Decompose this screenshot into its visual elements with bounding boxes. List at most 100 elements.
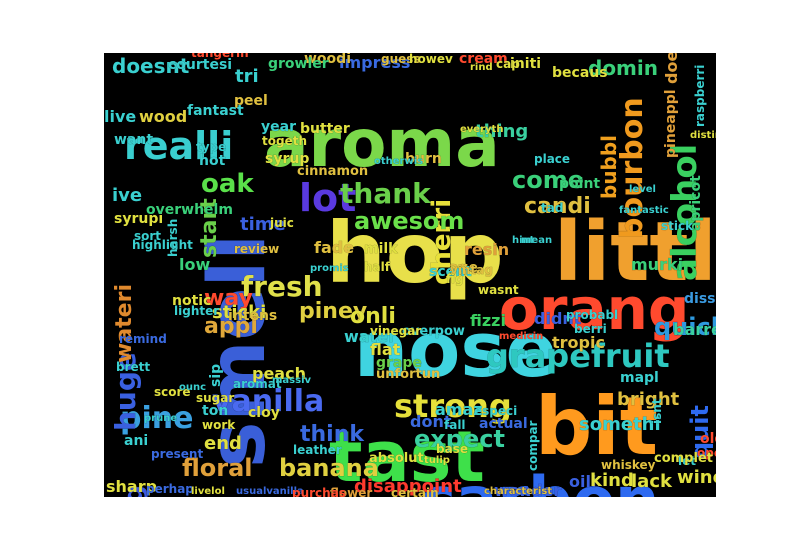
word-open: open: [697, 446, 716, 460]
word-start: start: [197, 198, 222, 258]
word-carbon: carbon: [419, 463, 659, 497]
word-oak: oak: [201, 169, 254, 199]
word-wonder: wonder: [494, 481, 561, 497]
word-overpow: overpow: [402, 324, 465, 339]
word-brett: brett: [116, 360, 150, 374]
word-wine: wine: [677, 467, 716, 488]
word-cap: cap: [496, 57, 520, 71]
word-fantastic: fantastic: [619, 205, 669, 216]
word-huge: huge: [109, 352, 142, 431]
word-littl: littl: [554, 205, 716, 300]
word-appl: appl: [204, 314, 258, 339]
word-guess: guess: [381, 53, 421, 66]
word-sticki: sticki: [212, 302, 266, 323]
word-thing: thing: [475, 121, 528, 142]
word-perhap: perhap: [146, 482, 194, 496]
word-hop: hop: [326, 204, 504, 302]
word-somethi: somethi: [579, 414, 661, 435]
word-livelol: livelol: [191, 486, 225, 497]
word-characterist: characterist: [484, 486, 552, 497]
word-sugar: sugar: [196, 391, 234, 405]
word-burn: burn: [405, 151, 442, 167]
word-pine: pine: [120, 401, 193, 436]
word-mean: mean: [521, 235, 552, 246]
word-want: want: [114, 132, 153, 148]
word-review: review: [234, 242, 279, 256]
word-mapl: mapl: [620, 370, 659, 386]
word-oili: oili: [569, 472, 596, 491]
word-floral: floral: [182, 454, 253, 482]
word-raspberri: raspberri: [693, 65, 707, 127]
word-milk: milk: [364, 241, 398, 257]
word-type: type: [196, 140, 226, 154]
word-realli: realli: [124, 124, 233, 168]
word-togeth: togeth: [262, 134, 307, 148]
word-promis: promis: [310, 263, 349, 274]
word-didnt: didnt: [534, 309, 582, 328]
word-score: score: [154, 385, 191, 399]
word-fizzi: fizzi: [470, 311, 506, 330]
word-awesom: awesom: [354, 207, 464, 235]
word-fall: fall: [444, 418, 466, 432]
word-peel: peel: [234, 93, 268, 109]
word-let: let: [678, 454, 696, 468]
word-compar: compar: [526, 420, 540, 471]
word-onli: onli: [350, 304, 396, 329]
word-cream: cream: [459, 53, 508, 67]
word-probabl: probabl: [566, 308, 618, 322]
word-rind: rind: [470, 62, 493, 73]
word-quick: quick: [654, 313, 716, 341]
word-distinct: distinct: [690, 130, 716, 141]
word-berri: berri: [574, 322, 607, 336]
word-fantast: fantast: [187, 103, 244, 119]
word-ive: ive: [112, 185, 142, 206]
word-flat: flat: [370, 340, 401, 359]
word-way: way: [204, 286, 253, 311]
word-prune: prune: [144, 413, 177, 424]
word-scent: scent: [429, 264, 472, 280]
word-tulip: tulip: [424, 455, 450, 466]
word-especi: especi: [474, 404, 517, 418]
word-complet: complet: [654, 451, 713, 466]
word-wateri: wateri: [112, 284, 137, 363]
word-orang: orang: [499, 275, 689, 343]
word-year: year: [261, 119, 296, 135]
word-low: low: [179, 255, 210, 274]
word-highlight: highlight: [132, 238, 193, 252]
word-sort: sort: [134, 229, 161, 243]
word-tad: tad: [541, 201, 563, 215]
word-banana: banana: [279, 454, 379, 482]
word-nose: nose: [354, 305, 557, 394]
word-unfortun: unfortun: [376, 367, 440, 382]
word-tri: tri: [235, 66, 259, 87]
word-growler: growler: [268, 56, 329, 72]
word-fig: fig: [446, 272, 463, 286]
word-hot: hot: [199, 153, 226, 169]
word-certain: certain: [391, 486, 439, 497]
word-strong: strong: [394, 387, 512, 425]
word-impress: impress: [339, 53, 410, 72]
word-absolut: absolut: [369, 451, 424, 466]
word-everyth: everyth: [460, 124, 503, 135]
word-point: point: [559, 176, 600, 192]
word-aroma: aroma: [264, 105, 500, 182]
word-pineappl: pineappl: [663, 89, 679, 158]
word-juic: juic: [269, 216, 294, 230]
word-lack: lack: [631, 471, 673, 492]
word-level: level: [629, 184, 656, 195]
word-grapefruit: grapefruit: [486, 337, 670, 375]
word-peach: peach: [252, 364, 306, 383]
word-intens: intens: [228, 308, 277, 324]
word-dissip: dissip: [684, 291, 716, 307]
word-stick: stick: [661, 219, 694, 233]
word-purchas: purchas: [292, 486, 346, 497]
word-isnt: isnt: [650, 398, 664, 424]
word-flower: flower: [330, 486, 372, 497]
word-tangerin: tangerin: [191, 53, 249, 60]
word-quit: quit: [686, 405, 714, 459]
word-live: live: [104, 107, 136, 126]
word-work: work: [202, 418, 236, 432]
word-come: come: [512, 166, 584, 194]
word-bourbon: bourbon: [615, 97, 650, 239]
